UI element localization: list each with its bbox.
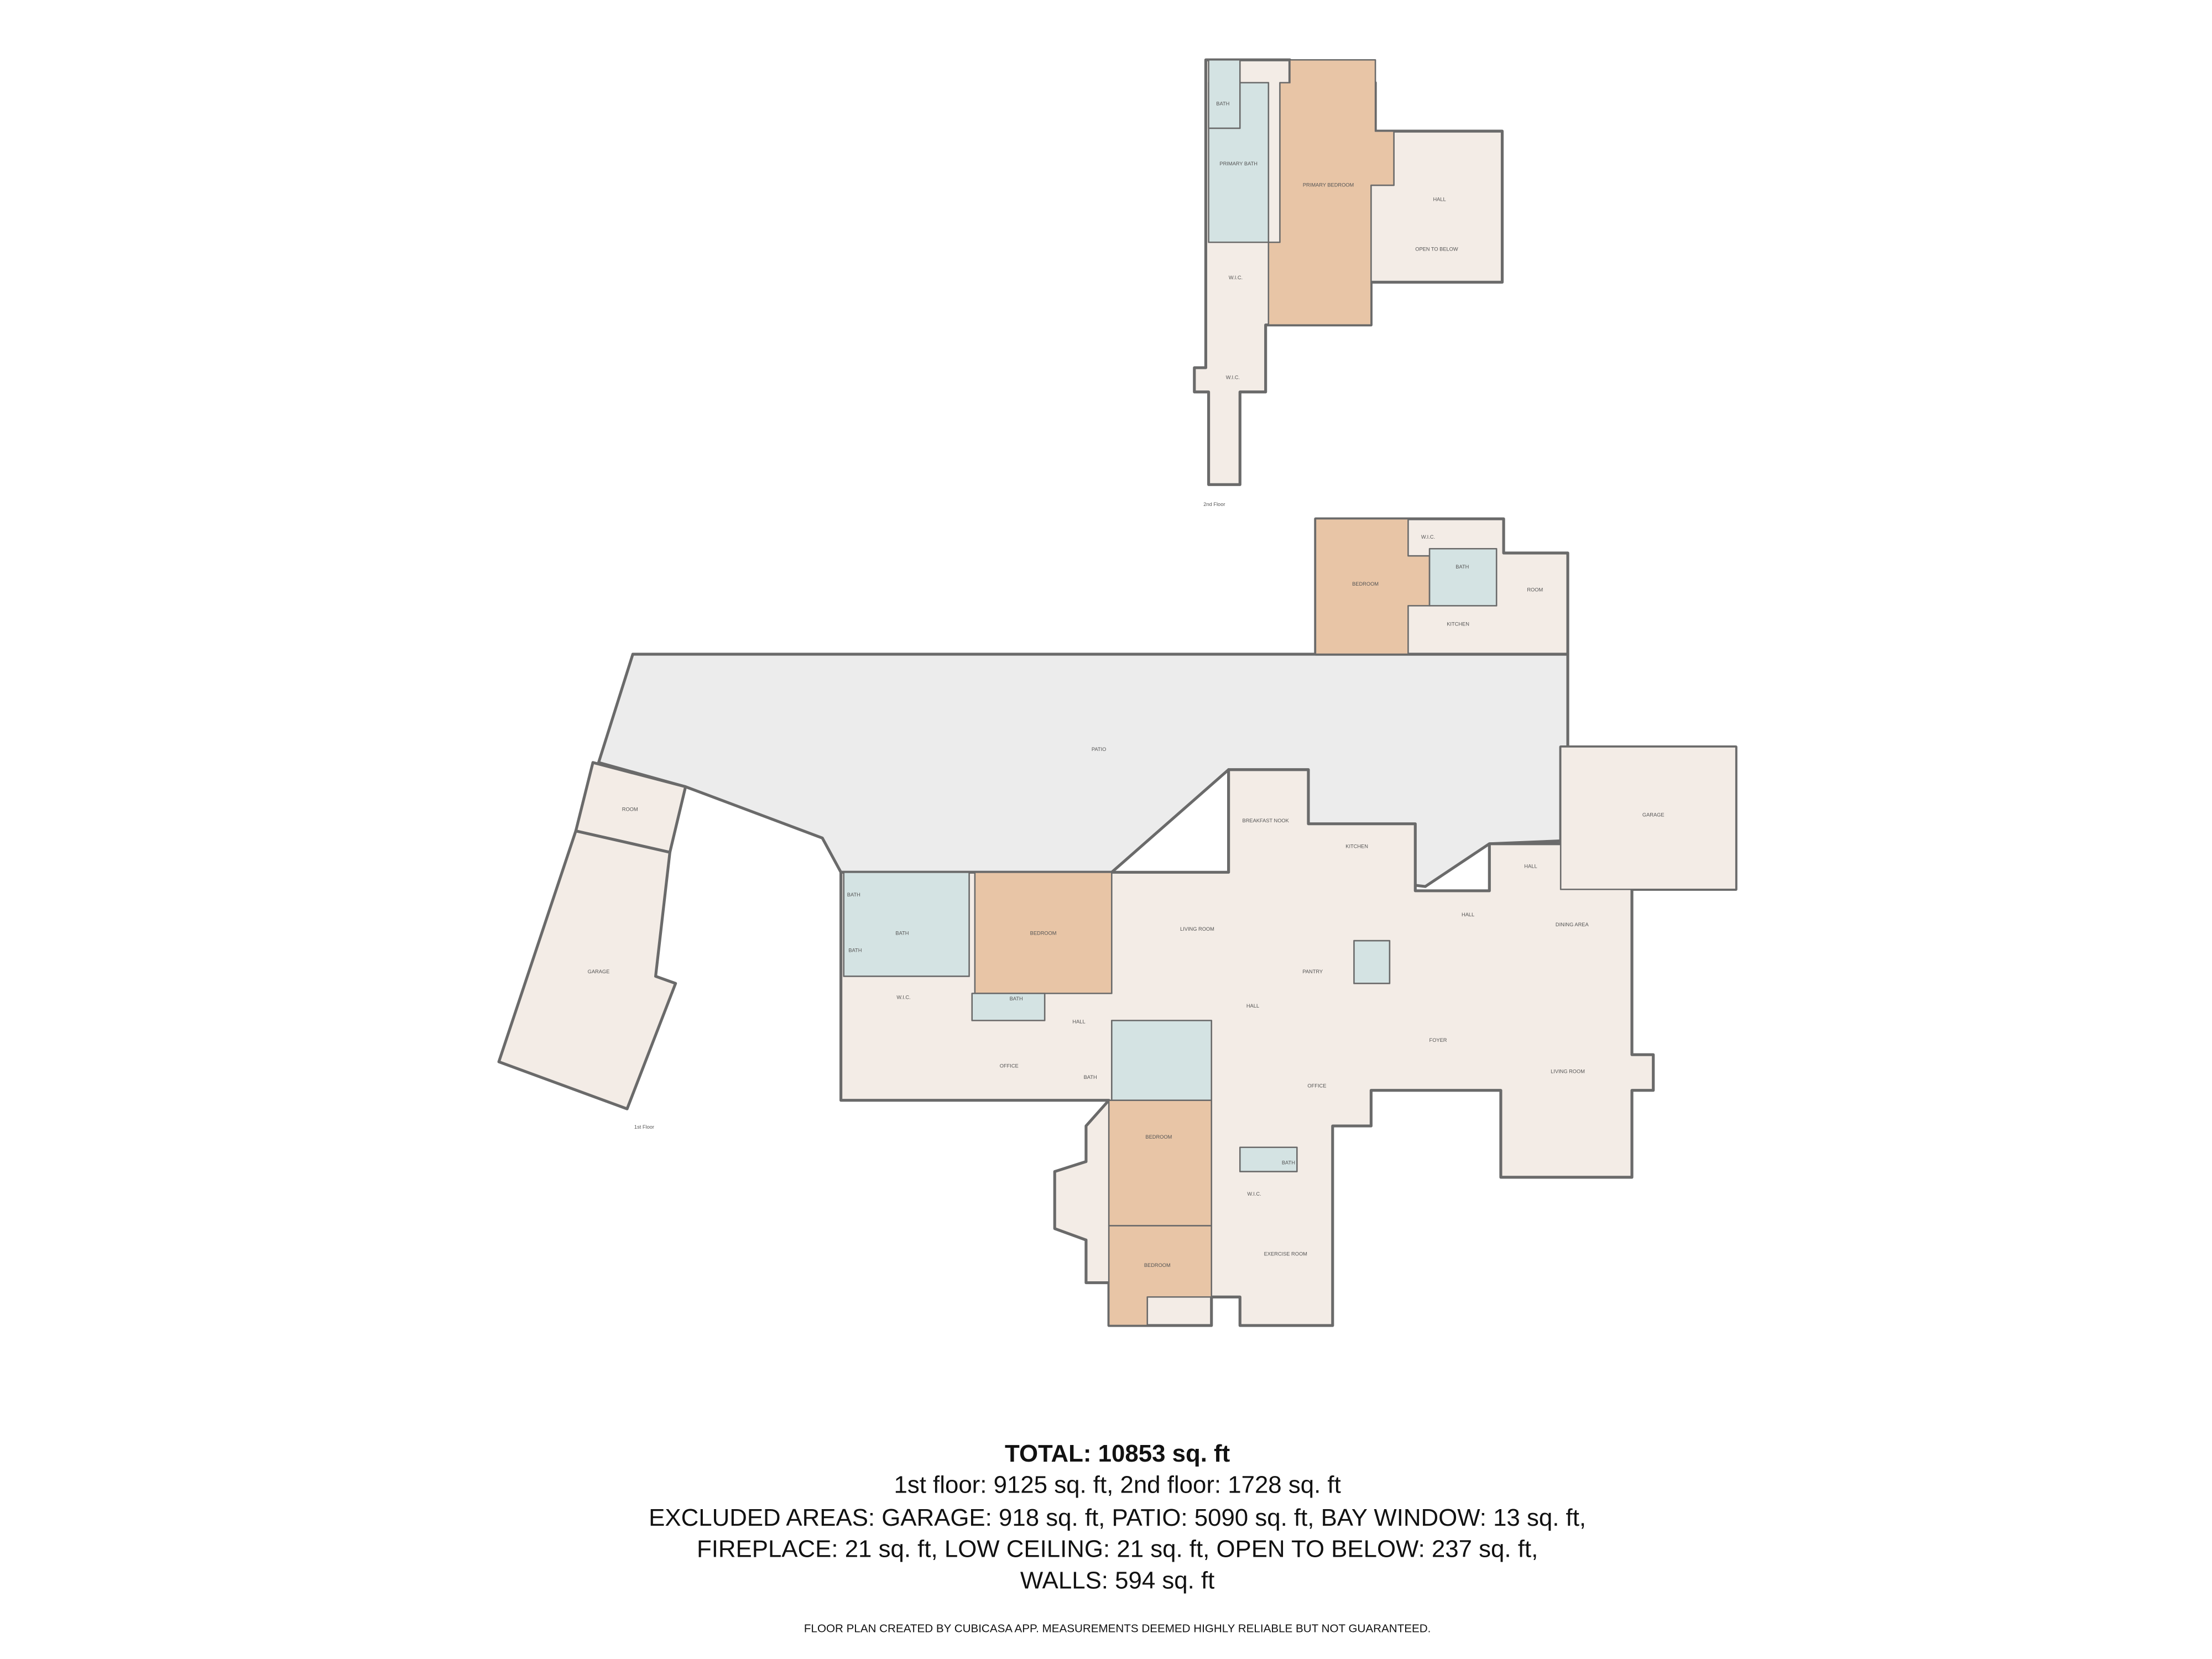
shapes [497,58,1738,1327]
room-label: BATH [1010,996,1023,1001]
room-label: EXERCISE ROOM [1264,1251,1307,1256]
room-shape [497,830,677,1110]
room-label: PRIMARY BEDROOM [1303,182,1354,188]
room-label: KITCHEN [1447,621,1469,627]
room-label: HALL [1462,912,1474,917]
total: TOTAL: 10853 sq. ft [1005,1440,1230,1467]
room-shape [1267,59,1395,326]
summary-line: WALLS: 594 sq. ft [1020,1567,1214,1594]
summary-line: EXCLUDED AREAS: GARAGE: 918 sq. ft, PATI… [649,1504,1586,1531]
room-label: ROOM [622,806,638,812]
room-label: FOYER [1430,1037,1447,1043]
room-label: GARAGE [588,969,610,974]
room-shape [1108,1225,1213,1327]
room-shape [597,653,1569,888]
room-label: HALL [1524,863,1537,869]
room-label: KITCHEN [1345,843,1368,849]
room-shape [971,993,1046,1021]
room-label: ROOM [1527,587,1543,592]
room-shape [1208,59,1241,129]
room-shape [1239,1146,1298,1172]
room-shape [974,872,1113,994]
room-label: GARAGE [1642,812,1665,818]
room-shape [1108,1099,1213,1227]
room-shape [1111,1020,1213,1101]
room-shape [1353,940,1391,984]
room-label: BATH [895,931,909,936]
disclaimer: FLOOR PLAN CREATED BY CUBICASA APP. MEAS… [804,1622,1431,1635]
room-label: BEDROOM [1030,931,1057,936]
room-label: PATIO [1092,747,1106,752]
room-label: BATH [847,892,860,898]
labels: BATH PRIMARY BATH PRIMARY BEDROOM W.I.C. HAL… [588,101,1665,1269]
room-label: BREAKFAST NOOK [1243,818,1290,823]
room-label: W.I.C. [1421,534,1435,540]
room-label: BATH [1282,1160,1295,1166]
room-label: BATH [1455,564,1469,570]
room-label: LIVING ROOM [1551,1069,1585,1074]
room-label: W.I.C. [1247,1191,1261,1197]
room-label: PRIMARY BATH [1219,161,1257,166]
room-label: DINING AREA [1556,922,1589,927]
room-label: BATH [1084,1074,1097,1080]
room-shape [1428,547,1498,607]
room-label: BEDROOM [1352,581,1379,587]
floor-label: 2nd Floor [1203,502,1225,507]
room-label: PANTRY [1302,969,1323,974]
room-label: HALL [1072,1019,1085,1024]
room-label: HALL [1246,1003,1259,1009]
room-label: BATH [1216,101,1229,107]
room-label: W.I.C. [896,995,910,1000]
summary-line: FIREPLACE: 21 sq. ft, LOW CEILING: 21 sq… [697,1536,1538,1563]
room-label: OFFICE [1000,1063,1019,1068]
room-label: W.I.C. [1229,275,1243,280]
room-shape [1559,746,1737,890]
room-label: LIVING ROOM [1180,926,1214,932]
room-label: BEDROOM [1144,1262,1171,1268]
summary-line: 1st floor: 9125 sq. ft, 2nd floor: 1728 … [894,1472,1340,1499]
room-label: W.I.C. [1226,374,1240,380]
room-label: HALL [1433,196,1446,202]
room-label: BEDROOM [1145,1134,1172,1140]
floor-label: 1st Floor [634,1124,654,1130]
room-label: BATH [848,948,862,953]
room-label: OPEN TO BELOW [1415,246,1458,252]
room-shape [843,872,970,977]
room-label: OFFICE [1307,1083,1326,1088]
